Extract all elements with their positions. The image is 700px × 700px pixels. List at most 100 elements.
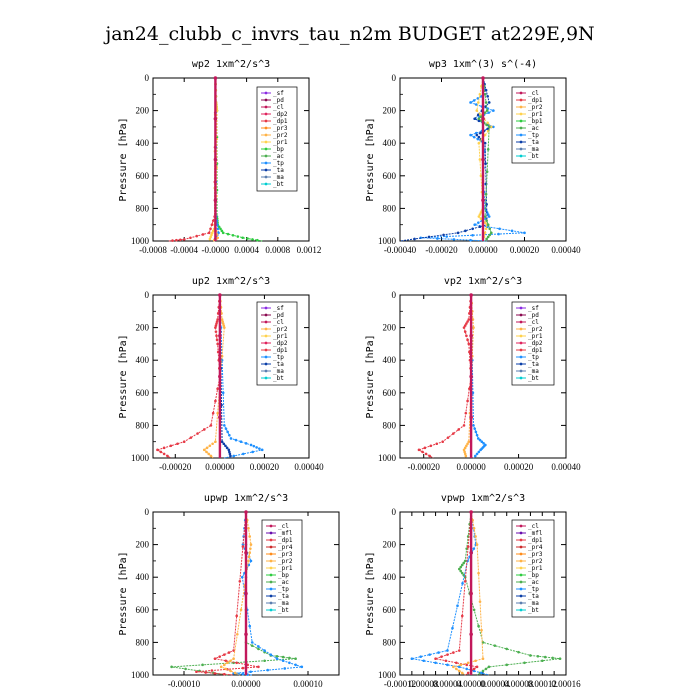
series-marker-dp1 <box>475 665 479 669</box>
series-marker-cl <box>469 632 473 637</box>
series-marker-ta <box>487 101 491 104</box>
series-marker-tp <box>216 227 220 231</box>
series-marker-ta <box>471 227 474 231</box>
series-marker-cl <box>213 157 218 162</box>
series-marker-dp1 <box>223 672 226 676</box>
series-marker-pr2 <box>474 535 477 538</box>
series-marker-tp <box>456 604 459 608</box>
legend-label: _bp <box>528 572 539 579</box>
series-marker-tp <box>480 440 484 444</box>
legend-label: _tp <box>273 160 284 167</box>
legend-marker <box>519 119 523 123</box>
series-marker-pr2 <box>232 657 235 660</box>
legend-marker <box>519 341 523 345</box>
series-marker-ac <box>485 170 489 174</box>
series-marker-tp <box>473 427 477 430</box>
series-marker-tp <box>258 447 261 450</box>
legend-marker <box>264 306 268 310</box>
series-marker-dp1 <box>440 655 443 658</box>
series-marker-ac <box>483 111 487 114</box>
legend-label: _tp <box>528 586 539 593</box>
legend-label: _ta <box>278 593 289 600</box>
x-tick-label: 0.00010 <box>293 679 323 689</box>
series-marker-tp <box>260 448 264 452</box>
legend-label: _pr1 <box>528 111 543 118</box>
series-marker-ta <box>486 95 489 98</box>
series-marker-ac <box>529 654 532 657</box>
series-marker-pr2 <box>463 446 467 450</box>
series-marker-pr2 <box>205 450 208 454</box>
series-marker-pr1 <box>209 235 213 239</box>
x-tick-label: 0.00004 <box>480 679 510 689</box>
legend-marker <box>264 175 268 179</box>
series-marker-tp <box>497 232 500 236</box>
legend-label: _pr1 <box>273 139 288 146</box>
series-marker-dp1 <box>196 432 199 435</box>
legend-label: _tp <box>528 132 539 139</box>
series-marker-ac <box>517 650 520 654</box>
series-marker-cl <box>244 632 248 637</box>
series-marker-tp <box>472 669 476 673</box>
series-marker-tp <box>419 655 423 658</box>
legend-marker <box>519 538 523 542</box>
series-marker-dp1 <box>189 236 192 240</box>
series-marker-dp1 <box>216 318 219 321</box>
series-marker-ac <box>488 233 492 237</box>
legend-marker <box>519 545 523 549</box>
series-marker-pr2 <box>216 411 219 415</box>
legend-marker <box>519 608 523 612</box>
series-marker-pr2 <box>457 669 461 673</box>
y-tick-label: 1000 <box>378 670 397 680</box>
y-tick-label: 200 <box>383 106 397 116</box>
series-marker-tp <box>473 454 477 458</box>
series-marker-pr2 <box>202 448 206 452</box>
series-marker-tp <box>250 641 254 644</box>
legend-label: _ma <box>273 174 284 181</box>
series-marker-ac <box>479 115 483 119</box>
series-marker-dp1 <box>235 661 238 665</box>
legend-marker <box>264 341 268 345</box>
series-marker-pr2 <box>459 663 463 667</box>
series-marker-pr1 <box>208 237 212 241</box>
series-marker-dp1 <box>452 432 455 435</box>
x-tick-label: -0.0008 <box>139 245 167 255</box>
panel-title: wp2 1xm^2/s^3 <box>192 59 270 70</box>
x-tick-label: 0.0004 <box>234 245 259 255</box>
legend-label: _pr1 <box>278 565 293 572</box>
y-axis-label: Pressure [hPa] <box>118 551 129 635</box>
series-marker-tp <box>446 663 449 667</box>
x-tick-label: 0.00012 <box>528 679 557 689</box>
series-marker-tp <box>434 661 437 665</box>
series-marker-tp <box>266 668 270 672</box>
series-marker-dp1 <box>465 663 468 667</box>
legend-marker <box>519 362 523 366</box>
series-marker-tp <box>474 131 478 135</box>
legend-label: _pr1 <box>528 565 543 572</box>
y-tick-label: 1000 <box>131 236 150 246</box>
series-marker-pr2 <box>209 454 213 458</box>
panels: wp2 1xm^2/s^3 Pressure [hPa] 0 200 400 600 800… <box>118 59 581 689</box>
series-marker-dp1 <box>215 322 218 325</box>
series-marker-dp1 <box>435 442 439 446</box>
series-marker-dp1 <box>452 651 455 654</box>
y-tick-label: 0 <box>145 73 150 83</box>
series-marker-pr2 <box>478 600 482 603</box>
series-marker-pr2 <box>247 555 251 559</box>
series-marker-tp <box>410 657 414 660</box>
legend-marker <box>519 154 523 158</box>
series-marker-tp <box>283 667 287 670</box>
series-line-tp <box>219 294 264 459</box>
series-marker-tp <box>241 452 245 456</box>
y-tick-label: 400 <box>383 355 397 365</box>
series-marker-ac <box>485 123 488 127</box>
series-marker-pr2 <box>464 454 468 458</box>
legend-marker <box>264 369 268 373</box>
series-marker-dp1 <box>227 651 231 654</box>
series-marker-tp <box>469 238 472 242</box>
series-marker-tp <box>474 430 478 434</box>
legend-label: _pr1 <box>528 333 543 340</box>
legend-marker <box>519 91 523 95</box>
series-marker-ta <box>484 162 487 165</box>
legend-marker <box>519 320 523 324</box>
series-marker-cl <box>481 76 485 80</box>
